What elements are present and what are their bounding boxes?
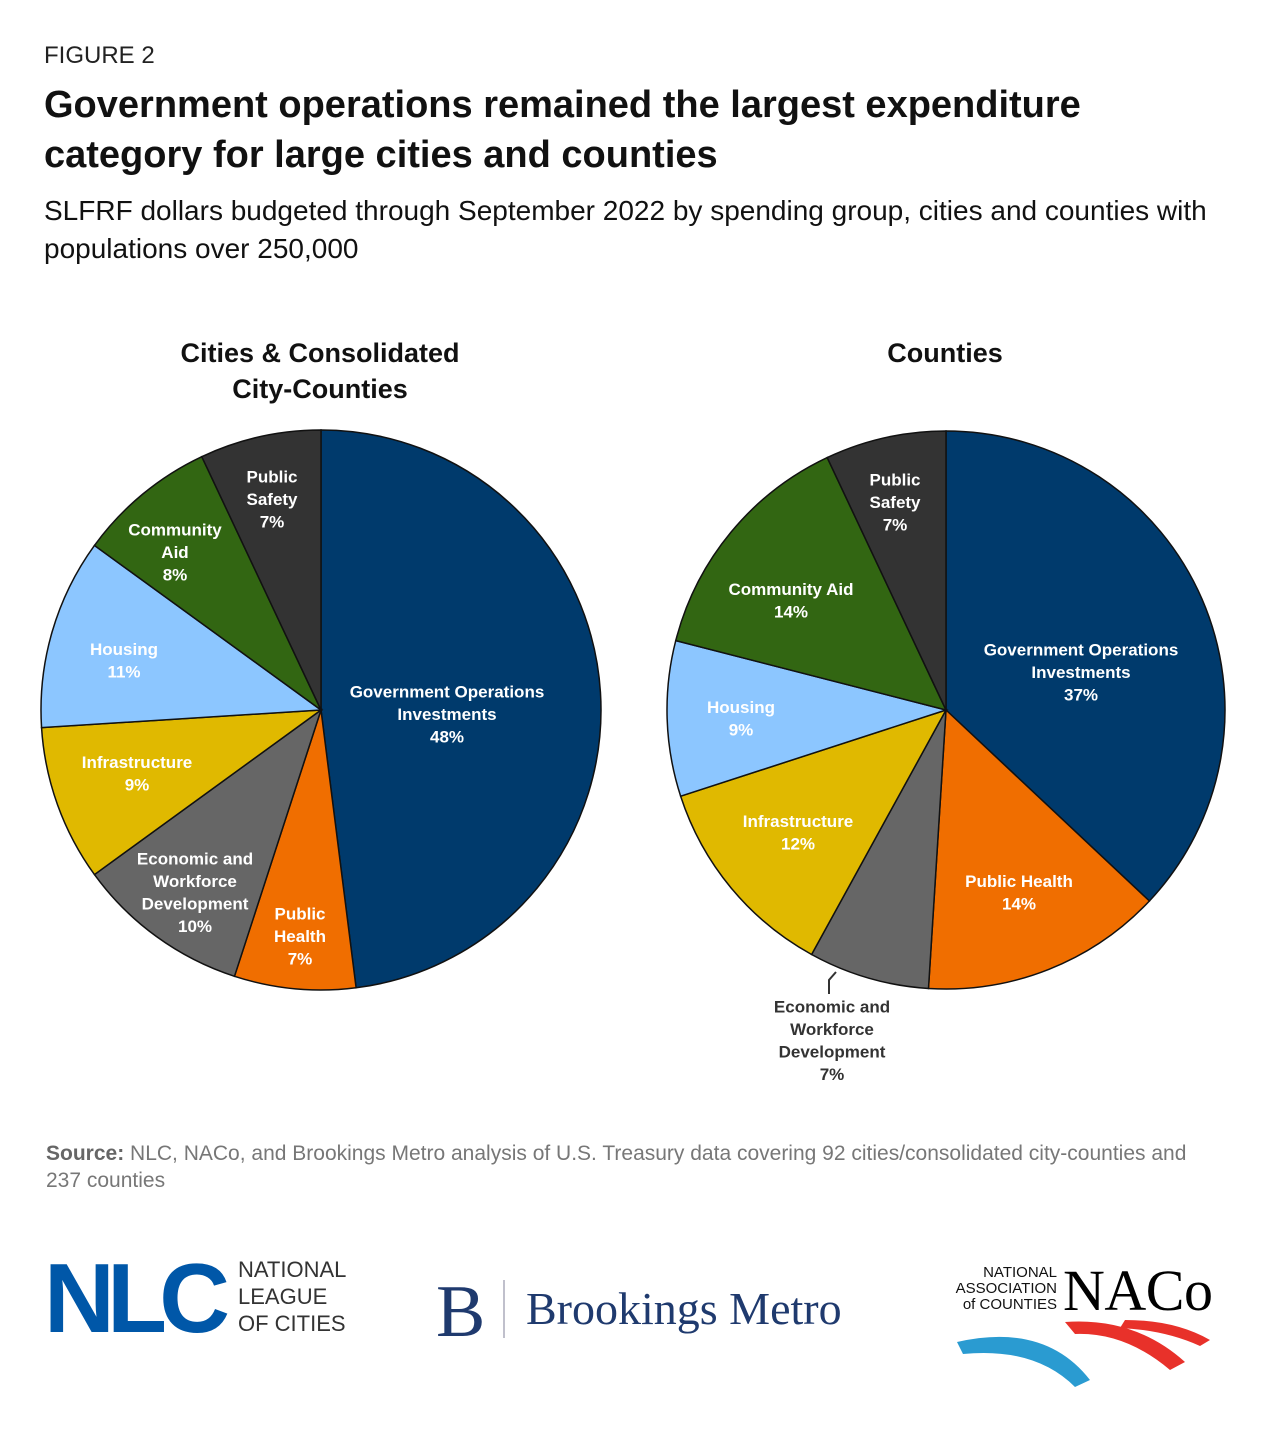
data-label-value: 12% xyxy=(781,834,815,853)
pie-slice-community-aid xyxy=(674,456,948,712)
data-label-text: Aid xyxy=(161,543,188,562)
data-label-value: 37% xyxy=(1064,686,1098,705)
data-label-text: Health xyxy=(274,927,326,946)
svg-text:OF CITIES: OF CITIES xyxy=(238,1311,346,1336)
data-label: Government Operations Investments 37% xyxy=(984,641,1179,705)
data-label-text: Housing xyxy=(707,698,775,717)
data-label: Infrastructure 12% xyxy=(743,812,854,854)
svg-text:LEAGUE: LEAGUE xyxy=(238,1284,327,1309)
data-label-text: Safety xyxy=(869,493,921,512)
data-label: Public Safety 7% xyxy=(869,471,921,535)
data-label: Public Safety 7% xyxy=(246,468,298,532)
data-label: Housing 11% xyxy=(90,640,158,682)
data-label: Economic and Workforce Development 7% xyxy=(774,997,890,1084)
data-label-text: Infrastructure xyxy=(82,753,193,772)
data-label-value: 11% xyxy=(107,662,140,681)
data-label-text: Public Health xyxy=(965,872,1073,891)
nlc-logo: NLC NATIONAL LEAGUE OF CITIES xyxy=(44,1243,364,1353)
data-label-value: 10% xyxy=(178,917,212,936)
data-label-text: Investments xyxy=(397,705,496,724)
data-label-text: Public xyxy=(246,468,297,487)
svg-text:ASSOCIATION: ASSOCIATION xyxy=(956,1280,1057,1297)
svg-text:NACo: NACo xyxy=(1063,1262,1213,1323)
data-label-value: 7% xyxy=(260,513,285,532)
svg-text:B: B xyxy=(436,1272,485,1342)
data-label-text: Safety xyxy=(246,490,298,509)
svg-text:NLC: NLC xyxy=(44,1252,228,1342)
data-label-value: 7% xyxy=(288,950,313,969)
data-label: Community Aid 8% xyxy=(128,521,222,585)
source-text: NLC, NACo, and Brookings Metro analysis … xyxy=(46,1142,1187,1192)
leader-line xyxy=(828,971,837,994)
data-label-text: Public xyxy=(274,905,325,924)
data-label-text: Community xyxy=(128,521,222,540)
data-label-text: Public xyxy=(869,471,920,490)
data-label-text: Government Operations xyxy=(984,641,1179,660)
data-label-value: 9% xyxy=(125,775,150,794)
data-label-value: 14% xyxy=(774,602,808,621)
data-label: Infrastructure 9% xyxy=(82,753,193,795)
source-note: Source: NLC, NACo, and Brookings Metro a… xyxy=(46,1140,1226,1194)
data-label-value: 14% xyxy=(1002,894,1036,913)
data-label: Community Aid 14% xyxy=(729,580,854,622)
figure-label: FIGURE 2 xyxy=(44,42,155,69)
source-label: Source: xyxy=(46,1142,125,1165)
data-label-text: Workforce xyxy=(790,1020,874,1039)
pie-slice-economic-and-workforce-development xyxy=(810,709,947,990)
data-label-value: 48% xyxy=(430,728,464,747)
data-label-text: Economic and xyxy=(137,849,253,868)
data-label: Economic and Workforce Development 10% xyxy=(137,849,253,936)
svg-text:of COUNTIES: of COUNTIES xyxy=(963,1296,1057,1313)
data-label-value: 7% xyxy=(820,1065,845,1084)
pie-title-counties: Counties xyxy=(887,338,1003,368)
brookings-metro-logo: B Brookings Metro xyxy=(436,1271,866,1353)
data-label-text: Economic and xyxy=(774,997,890,1016)
pie-slice-public-safety xyxy=(200,429,322,711)
pie-slice-community-aid xyxy=(93,455,322,711)
data-label-value: 7% xyxy=(883,516,908,535)
svg-text:NATIONAL: NATIONAL xyxy=(238,1257,346,1282)
pie-slice-government-operations-investments xyxy=(320,429,602,989)
pie-slice-infrastructure xyxy=(679,708,948,956)
pie-slice-public-health xyxy=(927,708,1151,990)
data-label-value: 9% xyxy=(729,720,754,739)
pie-slice-public-safety xyxy=(826,430,947,711)
data-label-text: Development xyxy=(779,1042,886,1061)
pie-slice-economic-and-workforce-development xyxy=(93,708,323,978)
data-label: Public Health 14% xyxy=(965,872,1073,914)
data-label-text: Investments xyxy=(1031,663,1130,682)
svg-text:Brookings Metro: Brookings Metro xyxy=(526,1283,842,1334)
naco-logo: NATIONAL ASSOCIATION of COUNTIES NACo xyxy=(955,1258,1230,1397)
pie-slice-housing xyxy=(666,639,949,798)
data-label-value: 8% xyxy=(163,566,188,585)
data-label-text: Housing xyxy=(90,640,158,659)
data-label: Government Operations Investments 48% xyxy=(350,683,545,747)
data-label-text: Government Operations xyxy=(350,683,545,702)
data-label: Housing 9% xyxy=(707,698,775,740)
chart-subtitle: SLFRF dollars budgeted through September… xyxy=(44,195,1207,264)
svg-text:NATIONAL: NATIONAL xyxy=(983,1264,1057,1281)
data-label-text: Infrastructure xyxy=(743,812,854,831)
pie-slice-housing xyxy=(40,544,324,729)
pie-slice-infrastructure xyxy=(40,709,324,876)
pie-slice-public-health xyxy=(233,709,357,991)
data-label-text: Development xyxy=(142,894,249,913)
data-label-text: Community Aid xyxy=(729,580,854,599)
data-label: Public Health 7% xyxy=(274,905,326,969)
data-label-text: Workforce xyxy=(153,872,237,891)
pie-slice-government-operations-investments xyxy=(945,430,1226,903)
chart-title: Government operations remained the large… xyxy=(44,84,1081,176)
pie-title-cities: Cities & Consolidated City-Counties xyxy=(180,338,460,404)
